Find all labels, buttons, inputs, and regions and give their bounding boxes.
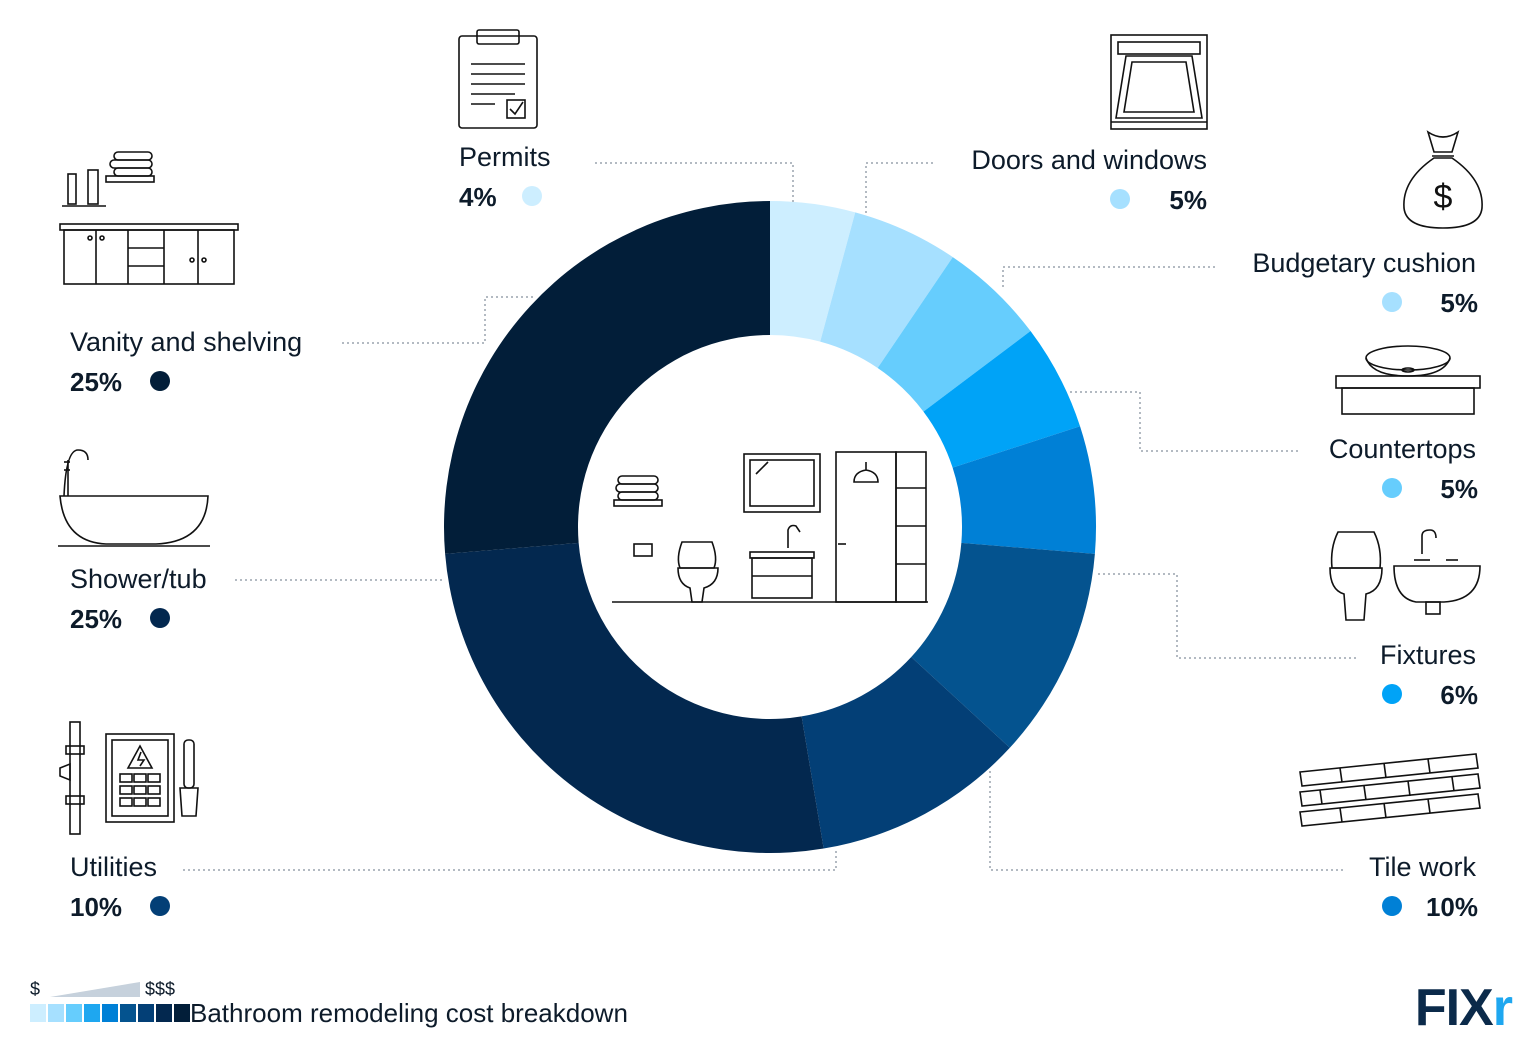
dot-tile-work: [1382, 896, 1402, 916]
legend-ramp-wedge: [50, 982, 140, 997]
label-utilities: Utilities: [70, 852, 158, 882]
dot-fixtures: [1382, 684, 1402, 704]
legend-swatch: [66, 1004, 82, 1022]
electrical-panel-icon: [56, 720, 206, 838]
legend-low-label: $: [30, 979, 41, 999]
brand-text: FIX: [1414, 979, 1494, 1037]
slice-fixtures: [952, 426, 1096, 554]
leader-fixtures: [1095, 573, 1356, 659]
legend-swatch: [156, 1004, 172, 1022]
label-vanity-shelving: Vanity and shelving: [70, 327, 303, 357]
window-icon: [1108, 32, 1212, 132]
slice-utilities: [801, 657, 1010, 849]
label-shower-tub: Shower/tub: [70, 564, 207, 594]
slice-shower-tub: [445, 542, 824, 853]
label-countertops: Countertops: [1328, 434, 1476, 464]
slice-vanity-and-shelving: [444, 201, 770, 554]
label-tile-work: Tile work: [1368, 852, 1476, 882]
donut-slices: [444, 201, 1096, 853]
dot-budgetary-cushion: [1382, 292, 1402, 312]
bathroom-scene-icon: [610, 448, 930, 606]
brand-logo: FIXr: [1414, 978, 1513, 1038]
legend-title: Bathroom remodeling cost breakdown: [190, 998, 628, 1028]
svg-text:$: $: [1434, 178, 1453, 216]
leader-doors-windows: [865, 162, 933, 215]
legend-swatch: [120, 1004, 136, 1022]
slice-countertops: [923, 331, 1081, 468]
leader-vanity: [342, 296, 535, 344]
leader-permits: [595, 162, 794, 205]
leader-budgetary-cushion: [1002, 266, 1215, 288]
leader-lines: [183, 162, 1356, 871]
legend-high-label: $$$: [145, 979, 176, 999]
pct-tile-work: 10%: [1425, 892, 1478, 922]
slice-doors-and-windows: [820, 212, 953, 369]
dot-countertops: [1382, 478, 1402, 498]
label-doors-windows: Doors and windows: [971, 145, 1207, 175]
clipboard-checklist-icon: [455, 28, 545, 134]
pct-permits: 4%: [459, 182, 497, 212]
label-fixtures: Fixtures: [1379, 640, 1476, 670]
pct-fixtures: 6%: [1440, 680, 1478, 710]
dot-shower-tub: [150, 608, 170, 628]
brick-tiles-icon: [1296, 746, 1482, 836]
dot-permits: [522, 186, 542, 206]
label-budgetary-cushion: Budgetary cushion: [1252, 248, 1476, 278]
legend-swatch: [138, 1004, 154, 1022]
leader-tile-work: [989, 768, 1343, 871]
pct-countertops: 5%: [1440, 474, 1478, 504]
vessel-sink-countertop-icon: [1332, 342, 1482, 418]
pct-utilities: 10%: [70, 892, 123, 922]
brand-accent: r: [1492, 979, 1513, 1037]
legend-swatch: [174, 1004, 190, 1022]
toilet-sink-icon: [1326, 528, 1484, 626]
slice-tile-work: [911, 542, 1095, 748]
label-permits: Permits: [459, 142, 551, 172]
pct-doors-windows: 5%: [1169, 185, 1207, 215]
legend-swatch: [30, 1004, 46, 1022]
slice-budgetary-cushion: [877, 257, 1031, 412]
legend-swatch: [84, 1004, 100, 1022]
dot-utilities: [150, 896, 170, 916]
legend-color-scale: [30, 1004, 192, 1022]
pct-budgetary-cushion: 5%: [1440, 288, 1478, 318]
leader-countertops: [1070, 391, 1298, 452]
dot-vanity-shelving: [150, 371, 170, 391]
legend-swatch: [48, 1004, 64, 1022]
legend-swatch: [102, 1004, 118, 1022]
vanity-cabinet-icon: [58, 148, 242, 288]
dot-doors-windows: [1110, 189, 1130, 209]
pct-vanity-shelving: 25%: [70, 367, 123, 397]
pct-shower-tub: 25%: [70, 604, 123, 634]
bathtub-icon: [56, 446, 214, 550]
money-bag-icon: $: [1398, 128, 1488, 232]
slice-permits: [770, 201, 856, 342]
